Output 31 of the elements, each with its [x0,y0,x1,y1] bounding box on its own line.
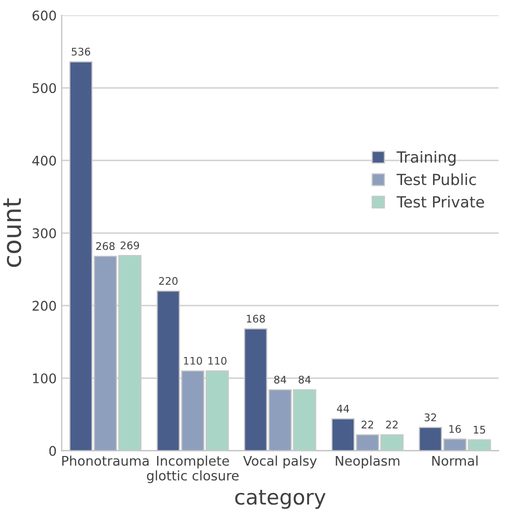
x-tick-label: Phonotrauma [62,456,149,466]
y-axis-title: count [3,198,22,267]
data-label: 84 [274,376,286,384]
data-label: 84 [298,376,311,384]
y-tick-label: 0 [49,446,56,456]
legend-label: Training [396,150,456,166]
x-tick-label: Vocal palsy [243,456,317,468]
data-label: 269 [120,241,140,250]
x-tick-label: Neoplasm [336,456,400,468]
data-label: 22 [386,420,398,428]
legend-label: Test Public [396,173,476,186]
legend-label: Test Private [396,196,484,208]
data-label: 22 [362,420,374,428]
data-label: 536 [72,48,90,56]
data-label: 168 [246,314,265,323]
data-label: 15 [474,426,486,434]
data-label: 44 [336,404,350,412]
x-tick-label: Normal [432,456,478,466]
y-tick-label: 200 [32,300,56,311]
y-tick-label: 100 [33,373,56,384]
data-label: 220 [159,277,178,285]
y-tick-label: 300 [32,228,56,238]
data-label: 32 [424,413,436,422]
data-label: 110 [184,356,202,365]
data-label: 268 [96,242,115,250]
y-tick-label: 500 [32,83,56,94]
x-axis-title: category [235,490,326,509]
data-label: 110 [208,356,226,365]
y-tick-label: 600 [32,10,56,21]
data-label: 16 [449,425,461,433]
y-tick-label: 400 [32,156,56,166]
